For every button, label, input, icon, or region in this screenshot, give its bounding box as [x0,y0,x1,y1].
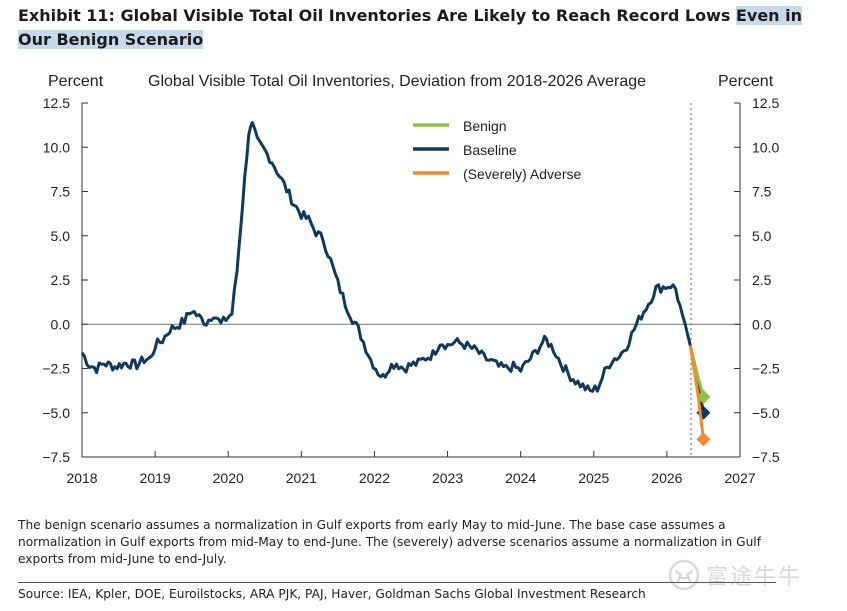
y-tick-label-left: 2.5 [51,272,71,288]
y-tick-label-right: −5.0 [752,405,780,421]
y-tick-label-right: 10.0 [752,139,779,155]
source-line: Source: IEA, Kpler, DOE, Euroilstocks, A… [18,587,646,601]
y-tick-label-left: 12.5 [43,95,70,111]
futu-bull-logo-icon [668,559,700,591]
legend-label-benign: Benign [463,118,507,134]
y-tick-label-right: 12.5 [752,95,779,111]
series-line-baseline-history [80,121,692,393]
x-tick-label: 2026 [651,470,682,486]
y-tick-label-right: 2.5 [752,272,772,288]
y-tick-label-right: 5.0 [752,228,772,244]
y-tick-label-left: 0.0 [51,316,71,332]
y-tick-label-left: 7.5 [51,184,71,200]
legend-label-severely-adverse: (Severely) Adverse [463,166,581,182]
y-tick-label-left: 5.0 [51,228,71,244]
watermark-text: 富途牛牛 [706,565,803,590]
watermark: 富途牛牛 [668,558,843,592]
y-axis-left-label: Percent [48,73,104,90]
y-tick-label-right: −2.5 [752,361,780,377]
y-tick-label-right: 7.5 [752,184,772,200]
x-tick-label: 2022 [359,470,390,486]
x-tick-label: 2019 [140,470,171,486]
x-tick-label: 2021 [286,470,317,486]
x-tick-label: 2027 [724,470,755,486]
source-divider [18,582,776,583]
chart-title: Global Visible Total Oil Inventories, De… [148,73,647,90]
legend-label-baseline: Baseline [463,142,517,158]
y-tick-label-left: −5.0 [42,405,70,421]
chart-legend: Benign Baseline (Severely) Adverse [413,118,581,182]
x-tick-label: 2024 [505,470,536,486]
x-tick-label: 2025 [578,470,609,486]
chart-footnote: The benign scenario assumes a normalizat… [18,518,761,566]
y-tick-label-left: −7.5 [42,449,70,465]
y-tick-label-right: −7.5 [752,449,780,465]
x-tick-label: 2020 [213,470,244,486]
series-end-marker-severely-adverse [696,432,711,447]
y-axis-right-label: Percent [718,73,774,90]
y-tick-label-left: −2.5 [42,361,70,377]
x-tick-label: 2018 [66,470,97,486]
series-line-severely-adverse [688,345,705,440]
y-tick-label-right: 0.0 [752,316,772,332]
x-tick-label: 2023 [432,470,463,486]
exhibit-title: Exhibit 11: Global Visible Total Oil Inv… [18,4,818,52]
y-tick-label-left: 10.0 [43,139,70,155]
exhibit-title-main: Exhibit 11: Global Visible Total Oil Inv… [18,6,736,25]
